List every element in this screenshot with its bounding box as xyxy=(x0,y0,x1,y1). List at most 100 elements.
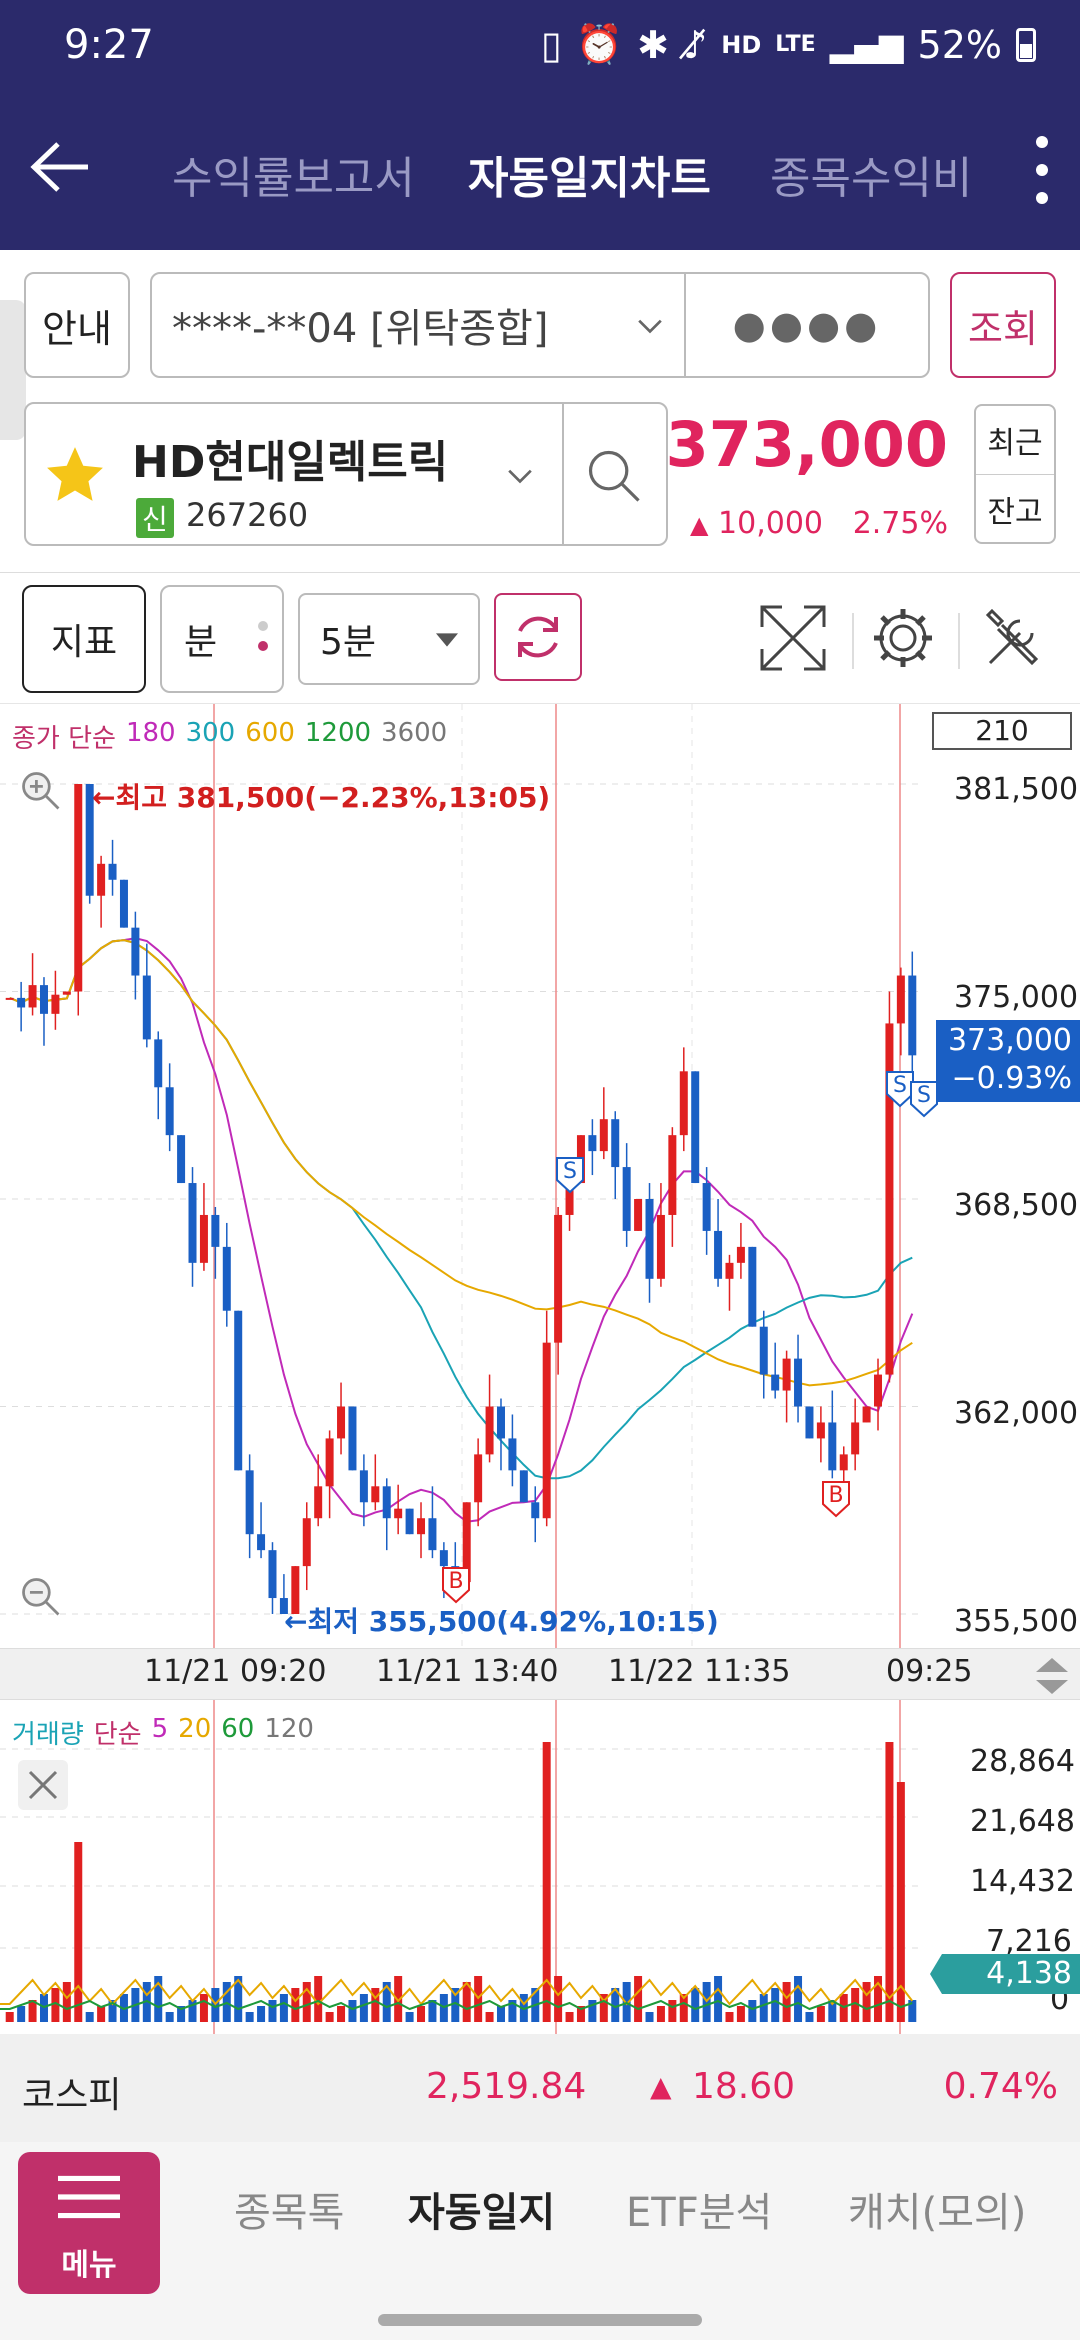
fullscreen-icon[interactable] xyxy=(758,603,828,673)
tab-etf-analysis[interactable]: ETF분석 xyxy=(626,2190,773,2236)
tab-stock-return[interactable]: 종목수익비 xyxy=(770,153,973,204)
current-price-tag: 373,000 −0.93% xyxy=(936,1020,1080,1102)
volume-bar xyxy=(885,1742,894,2022)
volume-bar xyxy=(611,1988,620,2022)
volume-bar xyxy=(62,1982,71,2022)
recent-button[interactable]: 최근 잔고 xyxy=(974,404,1056,544)
back-arrow-icon[interactable] xyxy=(26,132,96,202)
indicator-button[interactable]: 지표 xyxy=(22,585,146,693)
up-triangle-icon: ▲ xyxy=(690,511,709,539)
tab-stock-talk[interactable]: 종목톡 xyxy=(234,2190,345,2236)
side-drawer-handle[interactable] xyxy=(0,300,26,440)
buy-marker-label: B xyxy=(828,1483,843,1508)
candle-body xyxy=(279,1598,288,1614)
up-triangle-icon: ▲ xyxy=(650,2070,672,2103)
volume-bar xyxy=(97,2006,106,2022)
candle-body xyxy=(816,1422,825,1439)
home-indicator[interactable] xyxy=(378,2314,702,2326)
account-select[interactable]: ****-**04 [위탁종합] xyxy=(150,272,686,378)
candle-body xyxy=(97,863,106,896)
guide-button[interactable]: 안내 xyxy=(24,272,130,378)
volume-bar xyxy=(656,2006,665,2022)
candle-body xyxy=(611,1119,620,1168)
candle-body xyxy=(839,1454,848,1471)
scroll-arrows-icon[interactable] xyxy=(1032,1654,1072,1698)
volume-bar xyxy=(234,1976,243,2022)
tab-return-report[interactable]: 수익률보고서 xyxy=(172,153,415,204)
volume-bar xyxy=(325,2012,334,2022)
account-value: ****-**04 [위탁종합] xyxy=(172,306,549,352)
refresh-button[interactable] xyxy=(494,593,582,681)
candle-body xyxy=(439,1550,448,1567)
alarm-icon: ⏰ xyxy=(575,22,624,66)
candle-body xyxy=(5,997,14,1000)
candle-body xyxy=(177,1135,186,1184)
zoom-out-icon[interactable] xyxy=(18,1574,64,1620)
tab-auto-journal-chart[interactable]: 자동일지차트 xyxy=(468,153,711,204)
status-icons: ▯ ⏰ ✱ ♪̸ HD LTE ▂▄▆ 52% xyxy=(541,22,1036,67)
candle-body xyxy=(74,784,83,992)
zoom-in-icon[interactable] xyxy=(18,768,64,814)
x-tick: 11/22 11:35 xyxy=(608,1654,791,1689)
candle-body xyxy=(542,1342,551,1519)
favorite-star-icon[interactable] xyxy=(44,444,106,506)
volume-bar xyxy=(28,2000,37,2022)
stock-code: 267260 xyxy=(186,496,309,534)
candle-body xyxy=(851,1422,860,1455)
candle-body xyxy=(805,1406,814,1439)
price-change: ▲ 10,000 xyxy=(690,506,823,541)
candle-count-box[interactable]: 210 xyxy=(932,712,1072,750)
search-icon[interactable] xyxy=(582,444,646,508)
tab-catch-mock[interactable]: 캐치(모의) xyxy=(848,2190,1027,2236)
toggle-dots-icon xyxy=(258,621,268,661)
candle-body xyxy=(222,1246,231,1311)
candle-body xyxy=(622,1167,631,1231)
query-button[interactable]: 조회 xyxy=(950,272,1056,378)
tab-auto-journal[interactable]: 자동일지 xyxy=(408,2190,556,2236)
volume-bar xyxy=(279,1994,288,2022)
candle-body xyxy=(211,1214,220,1247)
candlestick-chart[interactable]: SS SBB xyxy=(0,704,1080,2034)
candle-body xyxy=(908,975,917,1056)
stock-selector[interactable]: HD현대일렉트릭 신 267260 xyxy=(24,402,668,546)
password-field[interactable]: ●●●● xyxy=(684,272,930,378)
price-change-pct: 2.75% xyxy=(852,506,948,541)
candle-body xyxy=(874,1374,883,1407)
candle-body xyxy=(496,1406,505,1439)
candle-body xyxy=(108,863,117,880)
candle-body xyxy=(131,927,140,976)
new-badge: 신 xyxy=(136,498,174,538)
vol-ma-60-label: 60 xyxy=(221,1714,255,1744)
volume-legend: 거래량 단순 5 20 60 120 xyxy=(12,1714,314,1750)
menu-button[interactable]: 메뉴 xyxy=(18,2152,160,2294)
volume-bar xyxy=(759,1994,768,2022)
candle-body xyxy=(725,1262,734,1279)
kospi-ticker[interactable]: 코스피 2,519.84 ▲ 18.60 0.74% xyxy=(0,2034,1080,2142)
more-menu-icon[interactable] xyxy=(1032,130,1052,210)
buy-marker xyxy=(442,1567,470,1604)
tools-icon[interactable] xyxy=(980,603,1050,673)
y-tick: 362,000 xyxy=(954,1396,1079,1431)
volume-bar xyxy=(908,2000,917,2022)
current-price: 373,000 xyxy=(665,408,948,481)
chevron-down-icon xyxy=(508,469,532,484)
x-tick: 11/21 13:40 xyxy=(376,1654,559,1689)
minute-button[interactable]: 분 xyxy=(160,585,284,693)
candle-body xyxy=(199,1214,208,1263)
settings-gear-icon[interactable] xyxy=(868,603,938,673)
candle-body xyxy=(782,1358,791,1391)
bottom-nav: 메뉴 종목톡 자동일지 ETF분석 캐치(모의) xyxy=(0,2142,1080,2340)
volume-bar xyxy=(394,1976,403,2022)
volume-bar xyxy=(5,2012,14,2022)
volume-bar xyxy=(748,2000,757,2022)
price-ma-legend: 종가 단순 180 300 600 1200 3600 xyxy=(12,718,448,754)
candle-body xyxy=(142,975,151,1040)
volume-bar xyxy=(74,1842,83,2022)
interval-select[interactable]: 5분 xyxy=(298,593,480,685)
volume-bar xyxy=(405,2012,414,2022)
toolbar-divider xyxy=(852,613,854,669)
close-volume-icon[interactable] xyxy=(18,1760,68,1810)
sell-marker-label: S xyxy=(563,1159,577,1184)
volume-bar xyxy=(679,1994,688,2022)
